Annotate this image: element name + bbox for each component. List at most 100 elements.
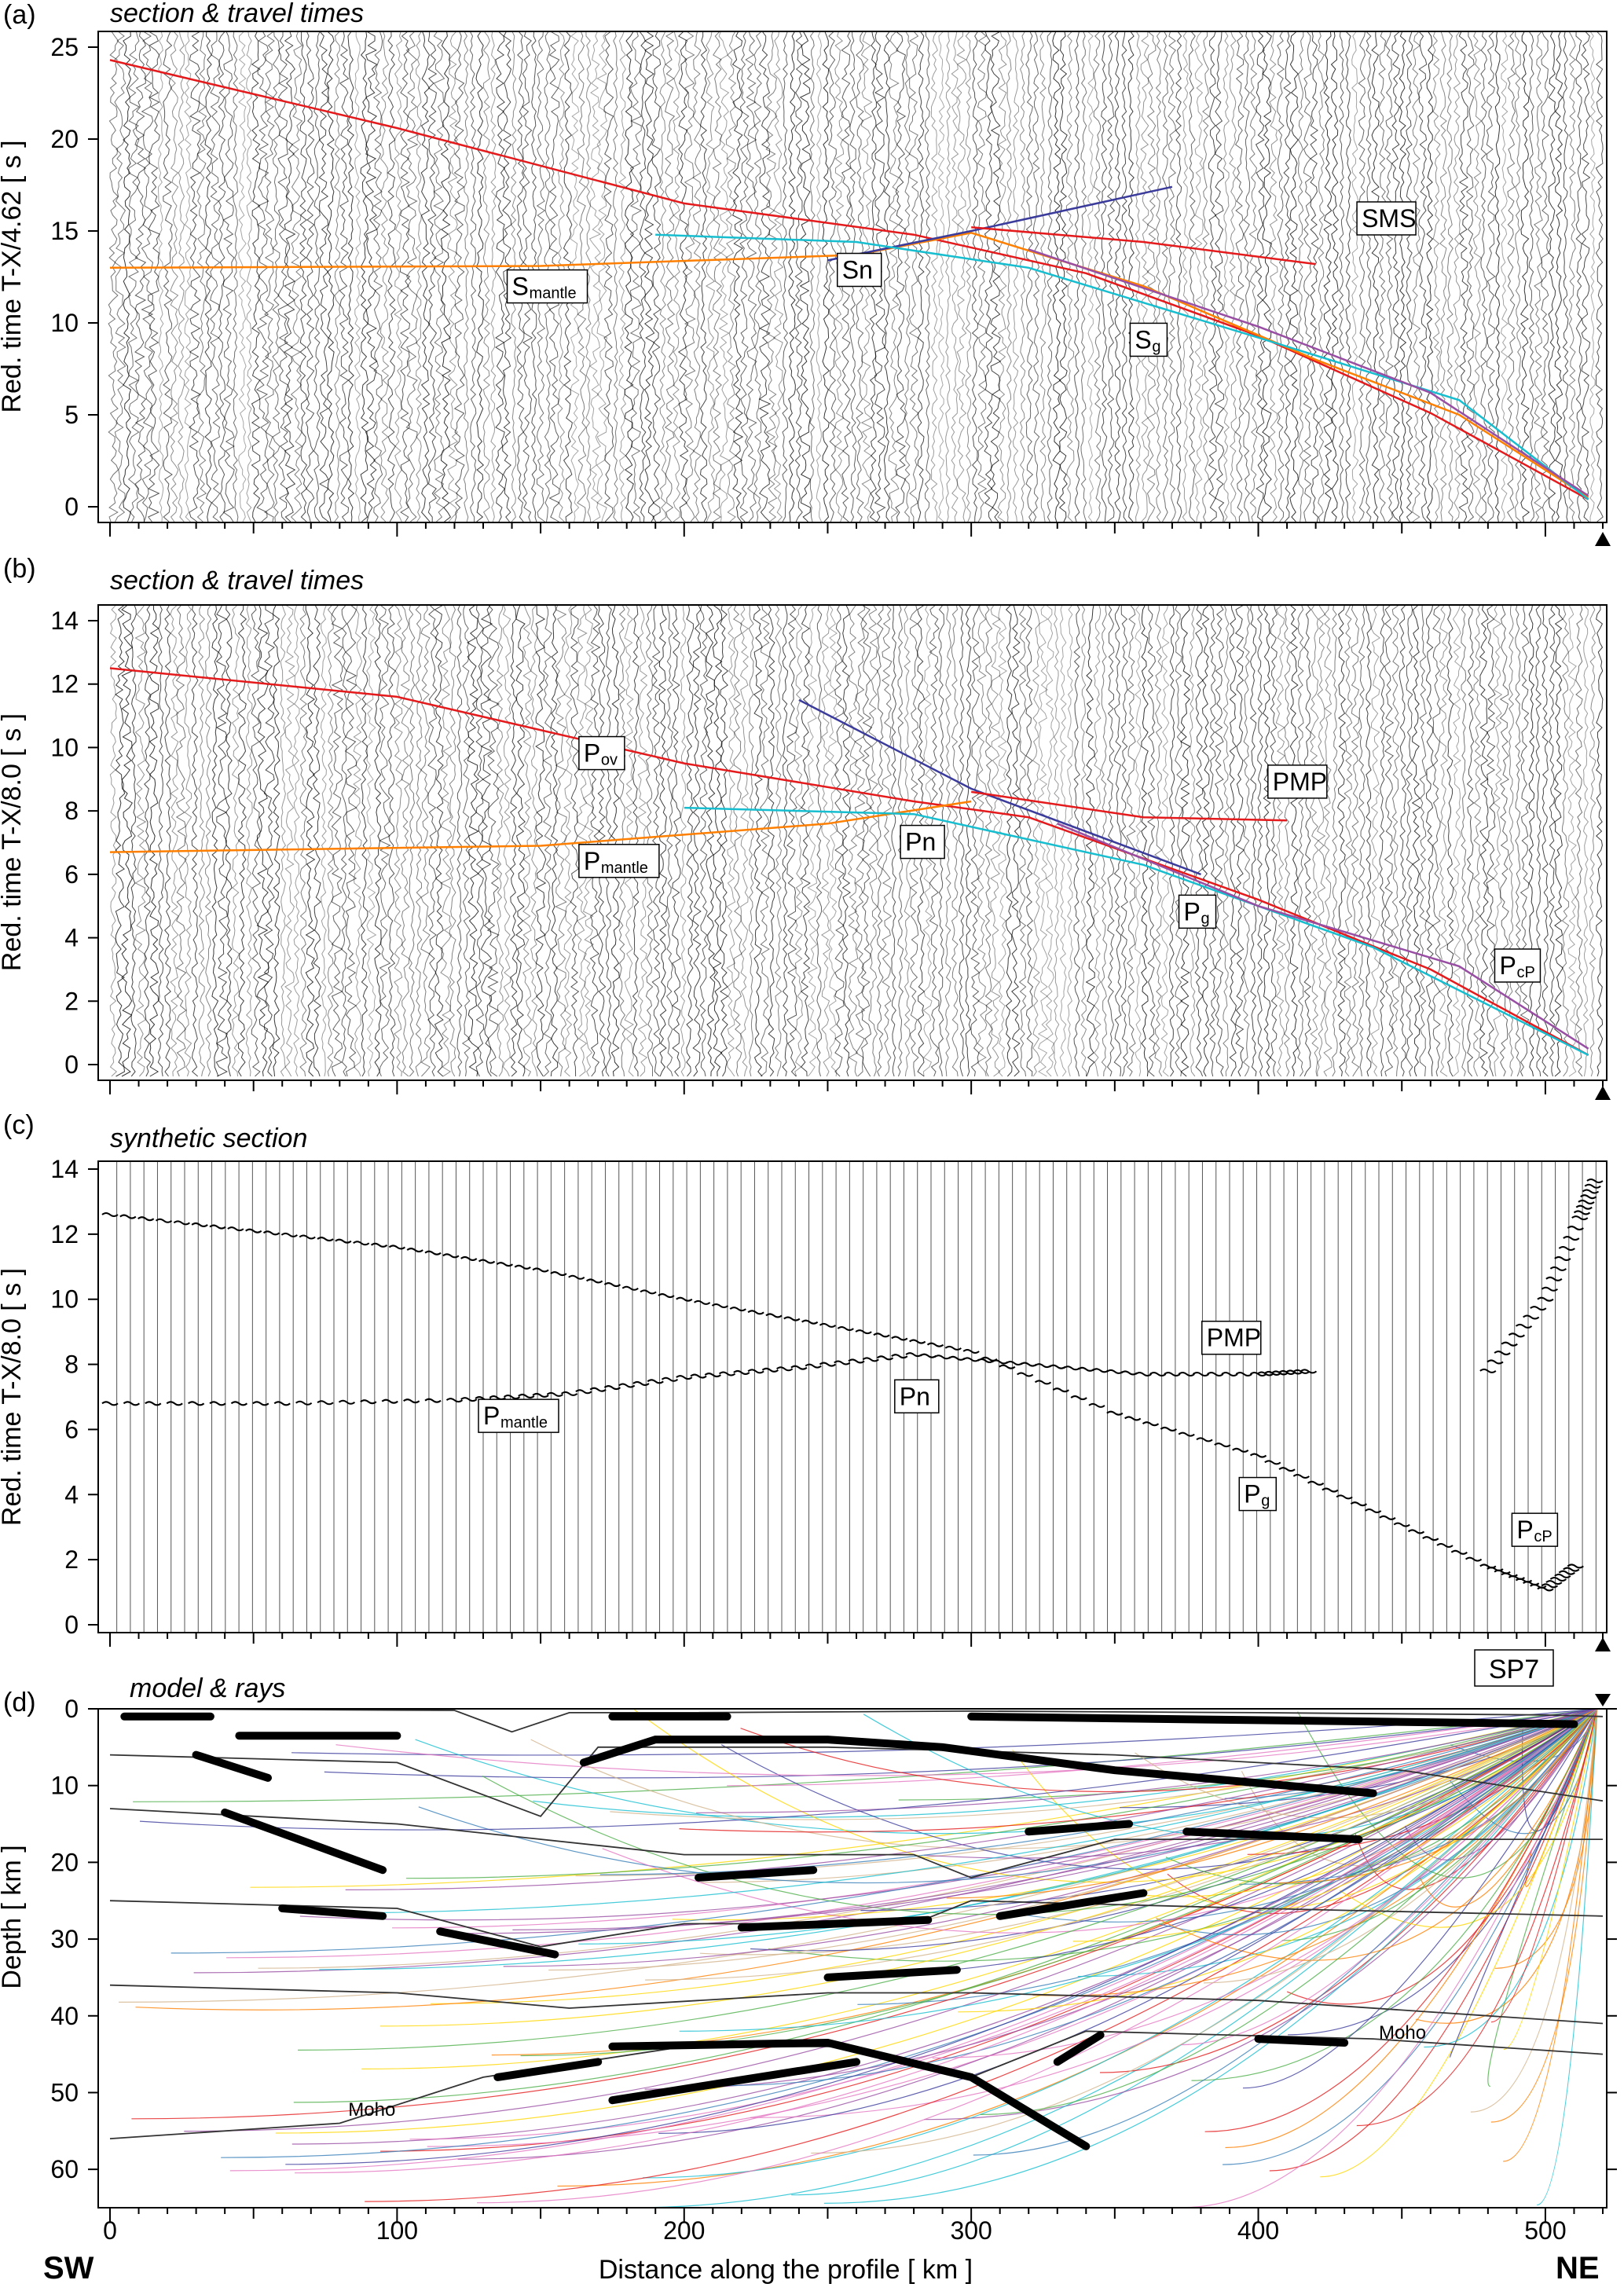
- trace: [1175, 604, 1183, 1077]
- panel-a-y-axis: 0 5 10 15 20 25: [50, 33, 98, 521]
- synthetic-arrival: [478, 1259, 496, 1264]
- ray-path: [477, 1708, 1598, 2204]
- reflector-segment: [579, 1736, 1377, 1798]
- phase-label-text: S: [1135, 325, 1151, 354]
- shared-x-axis-labels: 0 100 200 300 400 500: [103, 2216, 1567, 2245]
- trace: [1175, 31, 1182, 522]
- trace: [1323, 31, 1333, 522]
- ray-path: [293, 1708, 1597, 2103]
- trace: [1093, 604, 1102, 1077]
- synthetic-arrival: [1365, 1508, 1382, 1513]
- synthetic-arrival: [1571, 1215, 1589, 1221]
- synthetic-arrival: [1017, 1372, 1034, 1377]
- synthetic-arrival: [119, 1214, 137, 1219]
- trace: [1248, 31, 1258, 522]
- synthetic-arrival: [855, 1329, 872, 1335]
- synthetic-arrival: [765, 1313, 783, 1318]
- reflector-segment: [192, 1750, 272, 1782]
- trace: [1406, 31, 1413, 522]
- trace: [705, 604, 716, 1077]
- x-tick-label: 100: [376, 2216, 418, 2245]
- trace: [1384, 604, 1395, 1077]
- synthetic-arrival: [252, 1401, 269, 1406]
- trace: [449, 604, 456, 1077]
- trace: [272, 31, 280, 522]
- synthetic-arrival: [1088, 1402, 1105, 1408]
- synthetic-arrival: [733, 1369, 750, 1375]
- trace: [944, 31, 951, 522]
- synthetic-arrival: [690, 1373, 707, 1379]
- panel-b-ylabel: Red. time T-X/8.0 [ s ]: [0, 713, 27, 971]
- trace: [720, 604, 729, 1077]
- trace: [1188, 31, 1197, 522]
- trace: [290, 31, 303, 522]
- trace: [245, 604, 253, 1077]
- trace: [542, 604, 553, 1077]
- panel-c-shot-marker-icon: [1595, 1637, 1611, 1651]
- panel-d-rays: [119, 1708, 1598, 2209]
- synthetic-arrival: [999, 1364, 1016, 1369]
- trace: [860, 604, 873, 1077]
- trace: [1066, 604, 1073, 1077]
- y-tick-label: 12: [50, 1220, 79, 1248]
- trace: [1208, 31, 1218, 522]
- trace: [1344, 31, 1352, 522]
- shotpoint-label: SP7: [1489, 1655, 1539, 1684]
- ray-path: [727, 1708, 1597, 1787]
- trace: [876, 604, 884, 1077]
- trace: [930, 31, 938, 522]
- ray-path: [958, 1708, 1598, 2013]
- trace: [1214, 604, 1225, 1077]
- trace: [629, 31, 643, 522]
- phase-label-box: [836, 252, 882, 288]
- ray-path: [1072, 1708, 1598, 1942]
- trace: [1548, 31, 1556, 522]
- trace: [1479, 604, 1489, 1077]
- trace: [1303, 31, 1312, 522]
- trace: [108, 31, 119, 522]
- ray-path: [457, 1708, 1598, 2160]
- moho-label: Moho: [1379, 2022, 1426, 2044]
- y-tick-label: 4: [64, 924, 79, 952]
- panel-a-title: section & travel times: [110, 0, 364, 28]
- ray-path: [170, 1708, 1597, 1954]
- ray-path: [658, 1708, 1598, 2134]
- synthetic-arrival: [1501, 1341, 1518, 1347]
- synthetic-arrival: [1554, 1255, 1571, 1261]
- phase-label: Pn: [900, 824, 945, 860]
- trace: [184, 604, 192, 1077]
- synthetic-arrival: [187, 1401, 205, 1406]
- trace: [596, 31, 608, 522]
- y-tick-label: 6: [64, 1415, 79, 1443]
- trace: [589, 604, 601, 1077]
- trace: [882, 604, 893, 1077]
- panel-c-x-axis: [109, 1633, 1604, 1647]
- y-tick-label: 10: [50, 309, 79, 337]
- trace: [794, 604, 804, 1077]
- trace: [1161, 31, 1169, 522]
- trace: [699, 604, 709, 1077]
- synthetic-arrival: [1034, 1380, 1052, 1385]
- phase-label-box: [1494, 948, 1542, 983]
- trace: [1411, 604, 1421, 1077]
- trace: [115, 604, 126, 1077]
- trace: [977, 31, 988, 522]
- trace: [753, 604, 763, 1077]
- trace: [170, 604, 179, 1077]
- synthetic-arrival: [693, 1299, 711, 1305]
- ray-path: [324, 1708, 1597, 1779]
- synthetic-arrival: [280, 1232, 298, 1237]
- trace: [726, 604, 736, 1077]
- synthetic-arrival: [445, 1398, 464, 1403]
- synthetic-arrival: [1192, 1372, 1210, 1376]
- trace: [189, 31, 202, 522]
- synthetic-arrival: [460, 1255, 478, 1261]
- phase-label-box: [578, 735, 625, 771]
- trace: [997, 31, 1007, 522]
- phase-label-subscript: ov: [601, 752, 618, 769]
- trace: [1316, 604, 1326, 1077]
- panel-a-shot-marker-icon: [1595, 532, 1611, 546]
- trace: [794, 31, 803, 522]
- synthetic-arrival: [944, 1345, 962, 1351]
